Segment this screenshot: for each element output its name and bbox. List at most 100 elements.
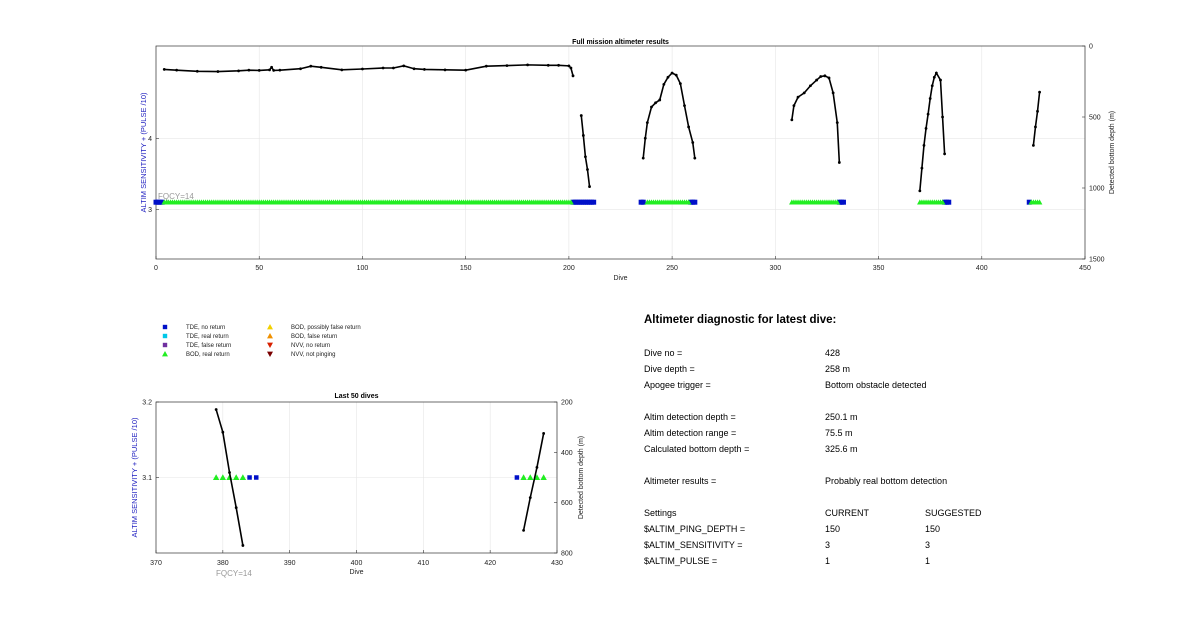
bottom-depth-point [557, 63, 560, 67]
bottom-depth-point [278, 68, 282, 72]
settings-header-row: Settings CURRENT SUGGESTED [644, 508, 1164, 522]
bottom-depth-point [693, 156, 697, 160]
legend-label: BOD, possibly false return [291, 325, 361, 331]
bottom-depth-line [522, 433, 545, 531]
bottom-depth-point [922, 144, 926, 147]
bottom-depth-point [930, 84, 934, 88]
setting-label: $ALTIM_PULSE = [644, 556, 718, 566]
diagnostic-row: Calculated bottom depth = 325.6 m [644, 444, 1164, 458]
bottom-depth-point [835, 121, 839, 125]
bottom-depth-point [528, 496, 532, 500]
bottom-depth-point [1038, 90, 1041, 94]
y2-axis-label: Detected bottom depth (m) [1109, 111, 1116, 194]
bottom-depth-point [939, 78, 942, 82]
settings-header-label: Settings [644, 508, 677, 518]
bottom-depth-point [641, 156, 645, 160]
bottom-depth-point [943, 152, 947, 156]
bottom-depth-point [932, 75, 936, 79]
legend-label: TDE, false return [186, 343, 231, 349]
diagnostic-label: Dive depth = [644, 364, 695, 374]
bottom-depth-point [268, 68, 271, 72]
bottom-depth-point [272, 69, 276, 72]
settings-row: $ALTIM_SENSITIVITY = 3 3 [644, 540, 1164, 554]
y-tick-label: 4 [148, 136, 152, 143]
bottom-depth-point [422, 68, 426, 71]
settings-header-suggested: SUGGESTED [925, 508, 982, 518]
bottom-depth-point [505, 64, 509, 67]
frequency-annotation: FQCY=14 [158, 192, 194, 201]
bottom-depth-point [237, 69, 240, 73]
diagnostic-label: Apogee trigger = [644, 380, 711, 390]
bottom-depth-point [586, 168, 589, 171]
y2-axis-label: Detected bottom depth (m) [578, 436, 585, 519]
bod-real-return-marker [540, 474, 547, 481]
x-tick-label: 400 [351, 560, 363, 567]
setting-suggested: 3 [925, 540, 931, 550]
diagnostic-title: Altimeter diagnostic for latest dive: [644, 314, 837, 326]
x-tick-label: 380 [217, 560, 229, 567]
bottom-depth-point [643, 136, 647, 140]
tde-no-return-marker [247, 475, 252, 480]
bottom-depth-line [164, 64, 574, 77]
bottom-depth-point [381, 66, 385, 70]
bottom-depth-point [579, 114, 583, 117]
y2-tick-label: 200 [561, 400, 573, 407]
bottom-depth-point [815, 78, 819, 82]
bottom-depth-point [920, 166, 924, 170]
diagnostic-value: 75.5 m [825, 428, 853, 438]
x-tick-label: 0 [154, 265, 158, 272]
legend-label: TDE, real return [186, 334, 229, 340]
legend-label: NVV, not pinging [291, 352, 335, 358]
settings-header-current: CURRENT [825, 508, 869, 518]
bottom-depth-point [361, 67, 364, 71]
y-tick-label: 3 [148, 207, 152, 214]
bod-real-return-marker [939, 199, 946, 205]
setting-current: 3 [825, 540, 831, 550]
bottom-depth-point [546, 63, 550, 67]
bottom-depth-line [580, 115, 591, 187]
bottom-depth-point [195, 69, 199, 73]
bottom-depth-point [666, 75, 670, 79]
bottom-depth-point [674, 73, 678, 77]
bottom-depth-point [678, 82, 682, 86]
bottom-depth-line [919, 71, 946, 191]
diagnostic-row: Altimeter results = Probably real bottom… [644, 476, 1164, 490]
bottom-depth-point [827, 76, 831, 80]
x-tick-label: 420 [484, 560, 496, 567]
bottom-depth-point [941, 115, 944, 119]
bod-real-return-marker [568, 199, 574, 205]
bottom-depth-point [247, 68, 251, 72]
bod-real-return-marker [685, 199, 692, 205]
y-tick-label: 3.2 [142, 400, 152, 407]
bottom-depth-point [934, 71, 938, 75]
y-axis-label: ALTIM SENSITIVITY + (PULSE /10) [130, 417, 139, 537]
diagnostic-row: Altim detection depth = 250.1 m [644, 412, 1164, 426]
legend-label: TDE, no return [186, 325, 225, 331]
x-tick-label: 370 [150, 560, 162, 567]
x-tick-label: 430 [551, 560, 563, 567]
bottom-depth-point [535, 466, 539, 469]
bod-real-return-marker [527, 474, 534, 481]
bottom-depth-point [392, 66, 395, 70]
chart-title: Full mission altimeter results [572, 39, 669, 46]
x-tick-label: 50 [255, 265, 263, 272]
diagnostic-label: Altim detection depth = [644, 412, 736, 422]
bottom-depth-point [831, 91, 835, 95]
y2-tick-label: 1500 [1089, 257, 1105, 264]
bottom-depth-point [522, 528, 525, 532]
bottom-depth-point [241, 544, 245, 547]
bod-real-return-marker [1036, 199, 1043, 205]
tde-no-return-marker [254, 475, 259, 480]
legend-label: NVV, no return [291, 343, 330, 349]
y2-tick-label: 400 [561, 450, 573, 457]
bottom-depth-point [270, 65, 274, 69]
settings-row: $ALTIM_PING_DEPTH = 150 150 [644, 524, 1164, 538]
legend-marker [267, 351, 273, 357]
bottom-depth-point [214, 408, 218, 411]
legend-label: BOD, false return [291, 334, 337, 340]
legend-marker [162, 324, 168, 330]
bottom-depth-point [790, 118, 794, 122]
setting-label: $ALTIM_SENSITIVITY = [644, 540, 743, 550]
bottom-depth-point [658, 98, 662, 102]
